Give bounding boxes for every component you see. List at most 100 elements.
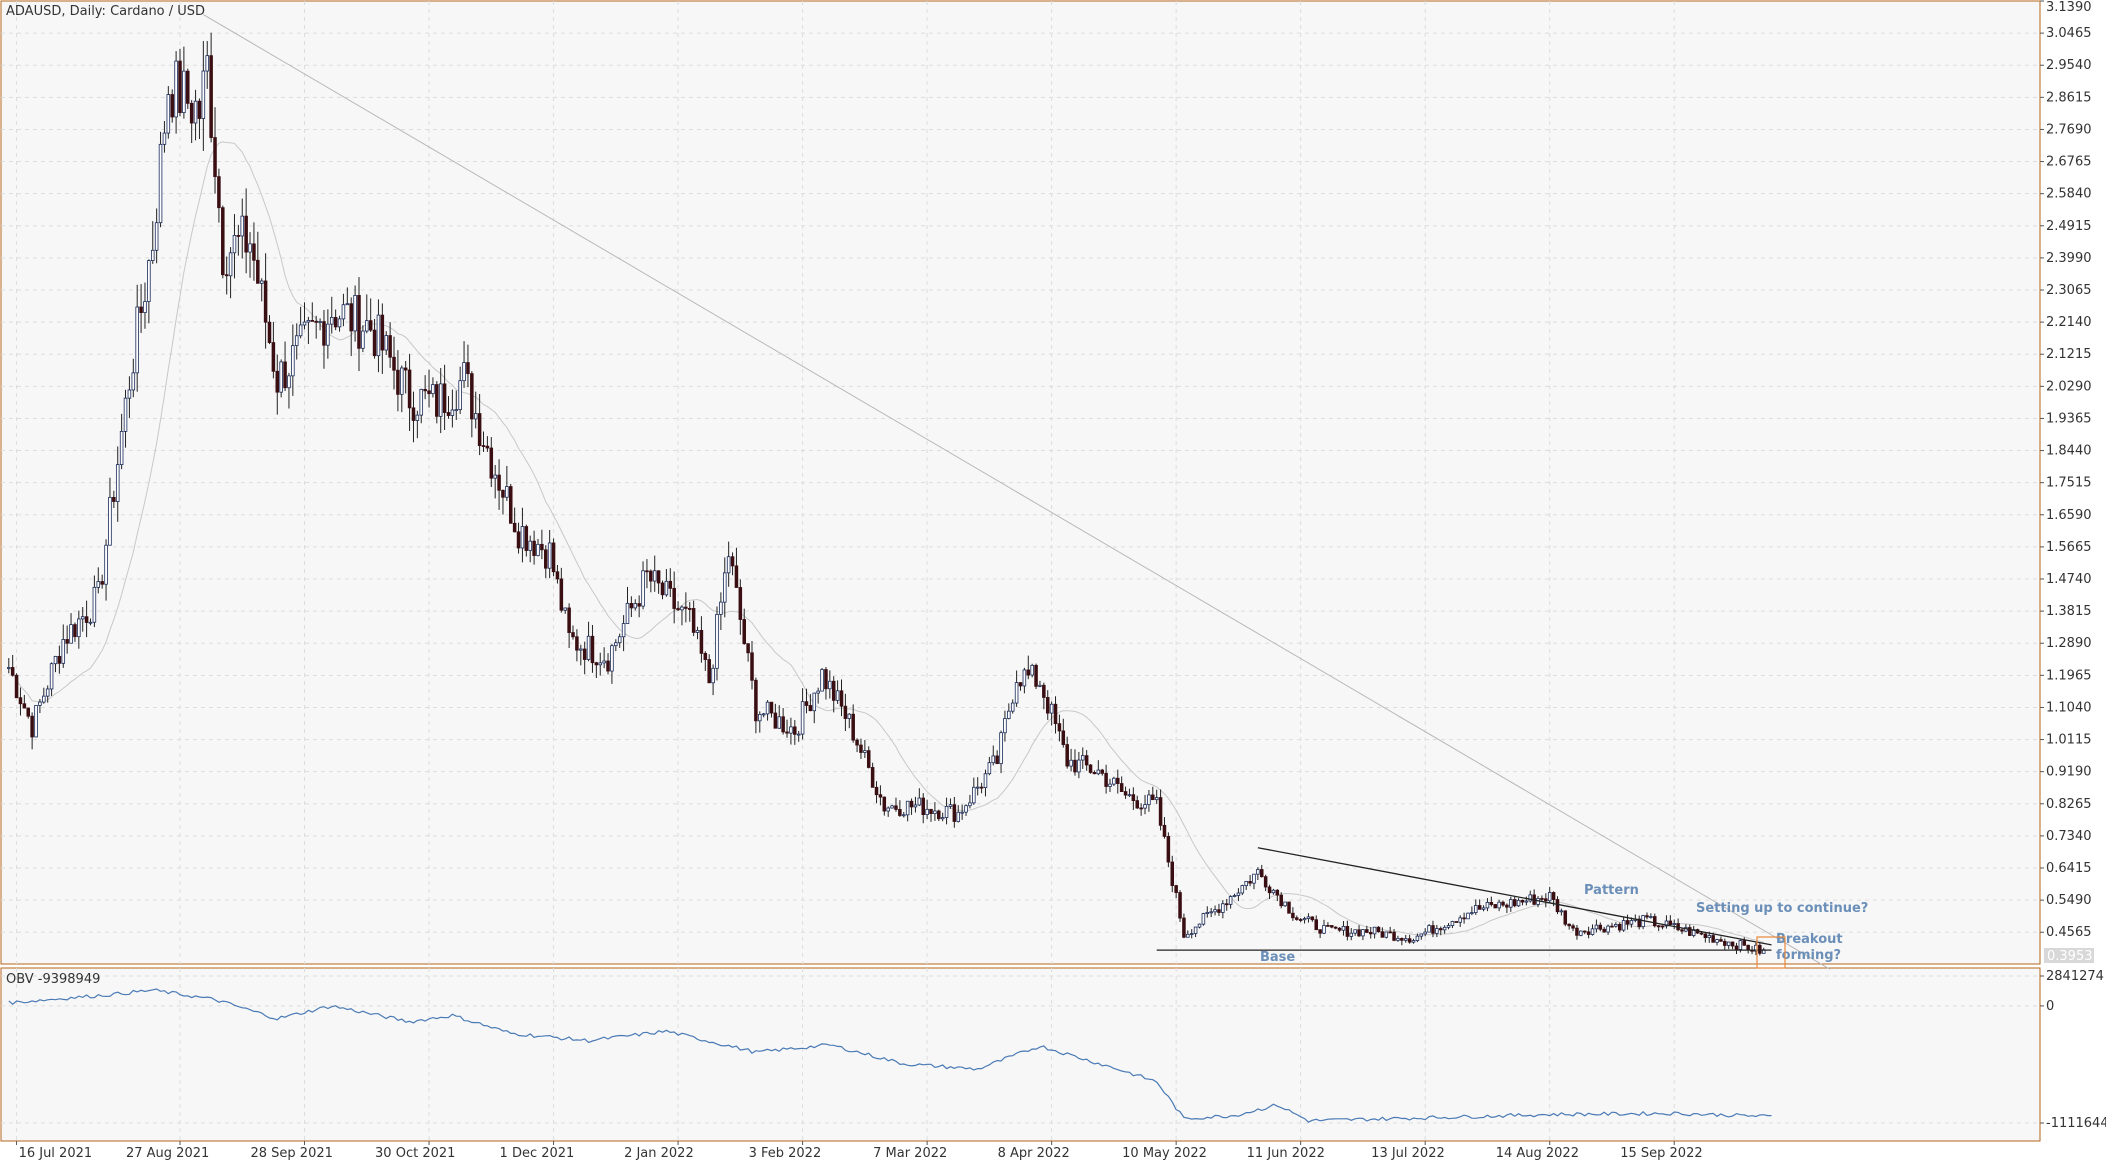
candle-body xyxy=(365,320,369,332)
candle-body xyxy=(1349,932,1354,937)
candle-body xyxy=(1248,881,1252,884)
candle-body xyxy=(1372,926,1377,935)
candle-body xyxy=(1466,912,1470,920)
x-tick-label: 2 Jan 2022 xyxy=(624,1146,694,1161)
candle-body xyxy=(695,629,700,633)
candle-body xyxy=(84,616,89,623)
candle-body xyxy=(703,652,708,660)
candle-body xyxy=(248,243,252,253)
candle-body xyxy=(361,330,365,349)
candle-body xyxy=(652,570,657,582)
candle-body xyxy=(1112,777,1116,785)
y-tick-label: 0.6415 xyxy=(2046,861,2092,876)
candle-body xyxy=(96,581,101,588)
candle-body xyxy=(520,526,525,549)
y-tick-label: 2.3990 xyxy=(2046,251,2092,266)
candle-body xyxy=(1602,928,1606,933)
candle-body xyxy=(866,750,871,768)
candle-body xyxy=(306,320,311,323)
candle-body xyxy=(189,102,194,124)
candle-body xyxy=(905,800,910,816)
candle-body xyxy=(602,660,606,664)
price-grid xyxy=(1,1,2040,964)
candle-body xyxy=(1598,924,1603,930)
candle-body xyxy=(462,362,466,382)
candle-body xyxy=(1442,926,1447,931)
candles-layer xyxy=(7,32,1766,956)
candle-body xyxy=(544,549,548,569)
candle-body xyxy=(1279,894,1283,907)
y-tick-label: 3.1390 xyxy=(2046,0,2092,15)
candle-body xyxy=(1392,931,1396,941)
candle-body xyxy=(174,60,178,118)
candle-body xyxy=(438,383,443,417)
time-axis: 16 Jul 2021 27 Aug 2021 28 Sep 2021 30 Oct … xyxy=(16,1141,1703,1161)
candle-body xyxy=(820,669,824,692)
candle-body xyxy=(454,409,459,412)
trendline[interactable] xyxy=(1257,847,1772,946)
candle-body xyxy=(322,321,326,346)
candle-body xyxy=(1400,938,1404,941)
candle-body xyxy=(88,621,93,624)
candle-body xyxy=(170,94,174,118)
candle-body xyxy=(1232,895,1237,897)
candle-body xyxy=(726,556,731,574)
candle-body xyxy=(10,667,15,676)
candle-body xyxy=(1645,915,1649,918)
candle-body xyxy=(1186,933,1190,938)
candle-body xyxy=(1427,925,1431,933)
annotation-setting-up: Setting up to continue? xyxy=(1696,901,1868,916)
candle-body xyxy=(34,704,38,738)
candle-body xyxy=(1096,769,1101,775)
candle-body xyxy=(1629,920,1634,925)
candle-body xyxy=(427,390,431,395)
candle-body xyxy=(754,679,758,722)
candle-body xyxy=(1209,911,1213,914)
candle-body xyxy=(508,486,513,524)
candle-body xyxy=(1656,925,1661,928)
candle-body xyxy=(870,767,875,788)
candle-body xyxy=(1614,924,1618,927)
candle-body xyxy=(1485,902,1490,909)
obv-pane[interactable] xyxy=(0,967,2041,1142)
candle-body xyxy=(719,601,723,615)
candle-body xyxy=(244,215,248,253)
candle-body xyxy=(1298,919,1303,921)
candle-body xyxy=(839,690,844,707)
candle-body xyxy=(240,215,245,237)
candle-body xyxy=(372,329,377,357)
candle-body xyxy=(847,713,852,719)
candle-body xyxy=(1493,904,1497,909)
candle-body xyxy=(497,474,501,491)
x-tick-label: 11 Jun 2022 xyxy=(1247,1146,1325,1161)
candle-body xyxy=(691,608,696,633)
candle-body xyxy=(1147,794,1151,806)
candle-body xyxy=(1664,920,1669,927)
x-tick-label: 28 Sep 2021 xyxy=(251,1146,333,1161)
candle-body xyxy=(1726,941,1731,946)
candle-body xyxy=(625,602,630,624)
candle-body xyxy=(1512,899,1517,907)
candle-body xyxy=(594,662,599,666)
candle-body xyxy=(1057,723,1062,732)
candle-body xyxy=(302,321,307,326)
candle-body xyxy=(1481,907,1486,910)
candle-body xyxy=(944,806,949,818)
candle-body xyxy=(1680,929,1684,932)
candle-body xyxy=(77,618,81,638)
y-tick-label: 2.0290 xyxy=(2046,379,2092,394)
candle-body xyxy=(711,667,715,684)
trendline[interactable] xyxy=(203,14,1831,970)
candle-body xyxy=(1014,682,1019,704)
candle-body xyxy=(1462,917,1466,920)
x-tick-label: 13 Jul 2022 xyxy=(1371,1146,1445,1161)
candle-body xyxy=(1497,901,1501,909)
candle-body xyxy=(178,60,182,114)
candle-body xyxy=(913,804,918,808)
obv-line xyxy=(8,988,1772,1123)
candle-body xyxy=(259,280,264,284)
candle-body xyxy=(154,222,159,251)
chart-title: ADAUSD, Daily: Cardano / USD xyxy=(6,4,205,19)
candle-body xyxy=(353,295,357,332)
candle-body xyxy=(1256,869,1260,875)
